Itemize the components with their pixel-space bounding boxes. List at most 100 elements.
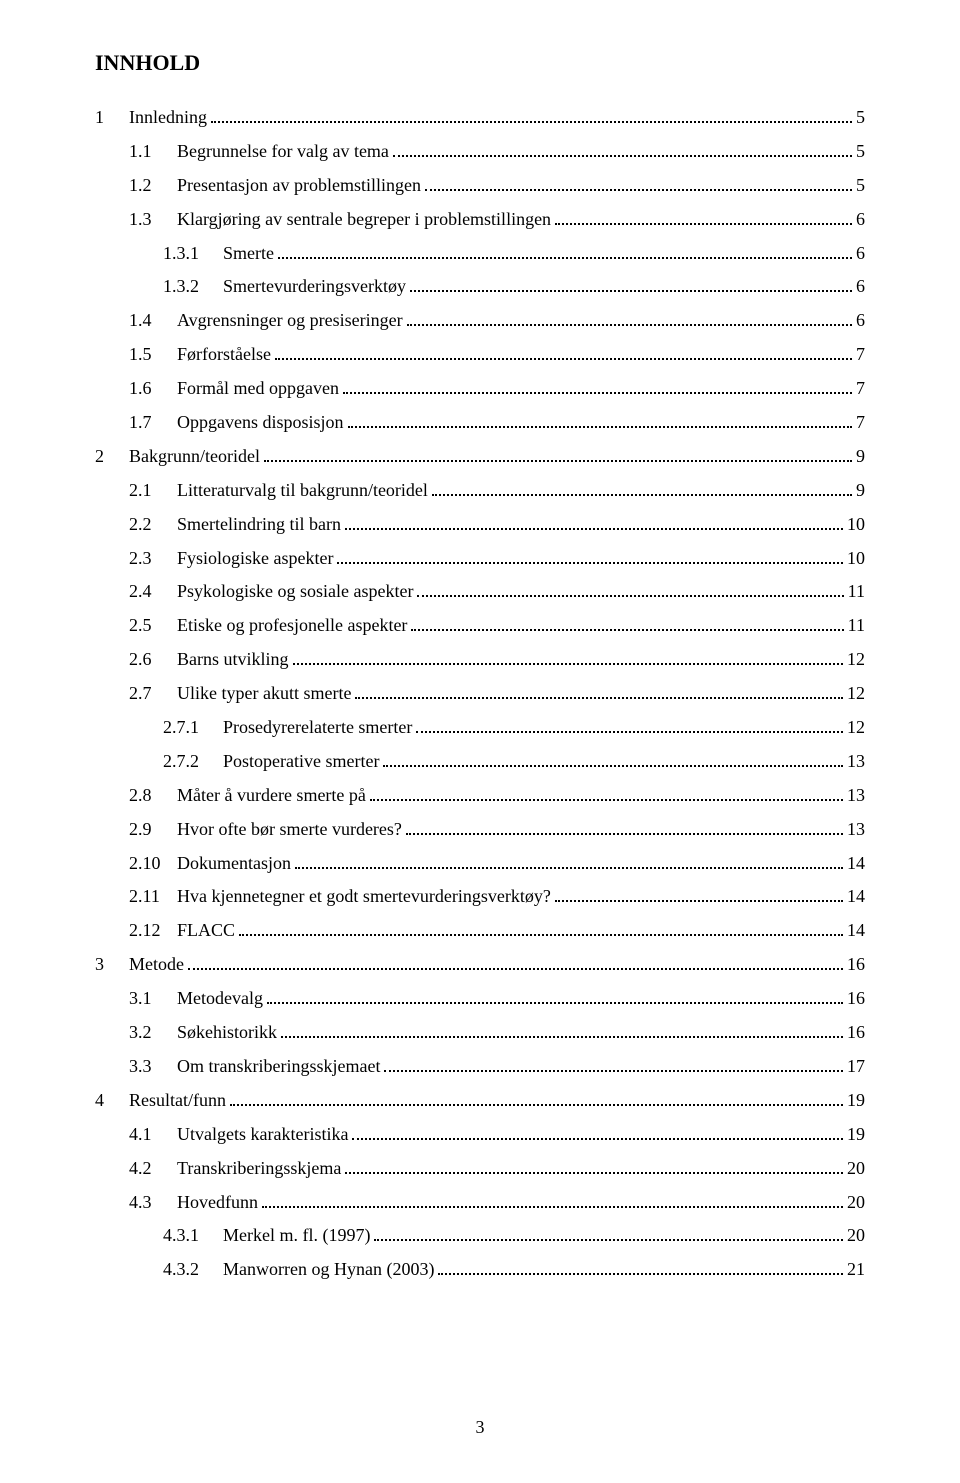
toc-entry: 4.3Hovedfunn20 [95,1189,865,1217]
toc-entry-page: 12 [847,680,865,708]
toc-leader-dots [432,479,852,495]
toc-entry-label: Smertelindring til barn [177,511,341,539]
toc-entry-label: Hvor ofte bør smerte vurderes? [177,816,402,844]
toc-entry-page: 12 [847,646,865,674]
toc-leader-dots [343,378,852,394]
toc-leader-dots [438,1259,843,1275]
toc-leader-dots [348,412,853,428]
toc-entry: 1.5Førforståelse7 [95,341,865,369]
toc-entry-label: Utvalgets karakteristika [177,1121,348,1149]
toc-entry-number: 1 [95,104,129,132]
toc-entry-page: 6 [856,307,865,335]
toc-entry: 1.7Oppgavens disposisjon7 [95,409,865,437]
toc-entry: 1Innledning5 [95,104,865,132]
toc-entry-number: 2.7.1 [163,714,223,742]
toc-entry-page: 9 [856,477,865,505]
toc-entry: 2.4Psykologiske og sosiale aspekter11 [95,578,865,606]
toc-entry-label: Søkehistorikk [177,1019,277,1047]
toc-leader-dots [211,107,852,123]
toc-entry-number: 3 [95,951,129,979]
toc-entry-number: 1.3 [129,206,177,234]
toc-entry-label: Om transkriberingsskjemaet [177,1053,380,1081]
toc-entry-number: 2.7.2 [163,748,223,776]
toc-entry: 2.10Dokumentasjon14 [95,850,865,878]
toc-entry-label: Avgrensninger og presiseringer [177,307,403,335]
toc-entry-page: 10 [847,511,865,539]
toc-entry: 2Bakgrunn/teoridel9 [95,443,865,471]
toc-entry-page: 5 [856,104,865,132]
toc-entry: 2.7.1Prosedyrerelaterte smerter12 [95,714,865,742]
toc-entry-page: 7 [856,409,865,437]
toc-entry-label: Litteraturvalg til bakgrunn/teoridel [177,477,428,505]
toc-leader-dots [407,310,852,326]
toc-leader-dots [352,1123,843,1139]
toc-entry: 2.7Ulike typer akutt smerte12 [95,680,865,708]
toc-entry-page: 20 [847,1155,865,1183]
toc-entry-page: 9 [856,443,865,471]
toc-entry-label: Bakgrunn/teoridel [129,443,260,471]
toc-entry-number: 1.3.1 [163,240,223,268]
toc-entry-label: Hva kjennetegner et godt smertevurdering… [177,883,551,911]
toc-entry-number: 4.3.1 [163,1222,223,1250]
toc-entry-label: Postoperative smerter [223,748,379,776]
toc-entry-number: 4.3 [129,1189,177,1217]
toc-entry-number: 2.4 [129,578,177,606]
toc-leader-dots [239,920,843,936]
toc-entry-number: 4.3.2 [163,1256,223,1284]
toc-entry-number: 2.6 [129,646,177,674]
toc-entry-number: 1.5 [129,341,177,369]
toc-entry-label: Barns utvikling [177,646,289,674]
toc-entry-page: 12 [847,714,865,742]
toc-entry-page: 17 [847,1053,865,1081]
toc-entry-label: Presentasjon av problemstillingen [177,172,421,200]
toc-leader-dots [355,683,843,699]
toc-entry-label: Dokumentasjon [177,850,291,878]
toc-entry-label: Måter å vurdere smerte på [177,782,366,810]
toc-leader-dots [555,886,843,902]
toc-entry-number: 1.7 [129,409,177,437]
toc-entry-number: 2.12 [129,917,177,945]
toc-entry-number: 2.2 [129,511,177,539]
toc-entry: 1.4Avgrensninger og presiseringer6 [95,307,865,335]
toc-entry-page: 13 [847,816,865,844]
toc-entry-number: 3.2 [129,1019,177,1047]
toc-leader-dots [230,1089,843,1105]
toc-leader-dots [278,242,852,258]
toc-entry-page: 21 [847,1256,865,1284]
toc-entry: 2.7.2Postoperative smerter 13 [95,748,865,776]
toc-leader-dots [345,513,843,529]
toc-entry-number: 1.1 [129,138,177,166]
toc-leader-dots [393,141,852,157]
toc-entry-number: 2.7 [129,680,177,708]
toc-entry-number: 4 [95,1087,129,1115]
toc-entry-page: 6 [856,273,865,301]
toc-entry: 2.2Smertelindring til barn 10 [95,511,865,539]
toc-entry-label: Smertevurderingsverktøy [223,273,406,301]
toc-leader-dots [406,818,843,834]
toc-entry-label: Merkel m. fl. (1997) [223,1222,370,1250]
document-page: INNHOLD 1Innledning51.1Begrunnelse for v… [0,0,960,1483]
toc-entry: 1.1Begrunnelse for valg av tema5 [95,138,865,166]
toc-leader-dots [425,174,852,190]
toc-entry-label: Metodevalg [177,985,263,1013]
toc-entry-page: 20 [847,1222,865,1250]
toc-entry-page: 5 [856,172,865,200]
toc-leader-dots [417,581,843,597]
toc-entry-label: Manworren og Hynan (2003) [223,1256,434,1284]
toc-entry: 2.1Litteraturvalg til bakgrunn/teoridel 9 [95,477,865,505]
toc-entry-number: 1.3.2 [163,273,223,301]
toc-list: 1Innledning5 1.1Begrunnelse for valg av t… [95,104,865,1284]
toc-entry: 2.11Hva kjennetegner et godt smertevurde… [95,883,865,911]
toc-leader-dots [384,1056,843,1072]
toc-entry: 4.1Utvalgets karakteristika19 [95,1121,865,1149]
toc-entry-number: 2.9 [129,816,177,844]
toc-entry: 4.3.2Manworren og Hynan (2003) 21 [95,1256,865,1284]
toc-entry-page: 11 [848,612,865,640]
toc-entry-label: Etiske og profesjonelle aspekter [177,612,407,640]
toc-entry-number: 2.8 [129,782,177,810]
toc-entry-number: 2.1 [129,477,177,505]
toc-entry-page: 11 [848,578,865,606]
toc-entry: 4Resultat/funn19 [95,1087,865,1115]
toc-entry: 1.3.2Smertevurderingsverktøy 6 [95,273,865,301]
toc-entry-page: 13 [847,748,865,776]
